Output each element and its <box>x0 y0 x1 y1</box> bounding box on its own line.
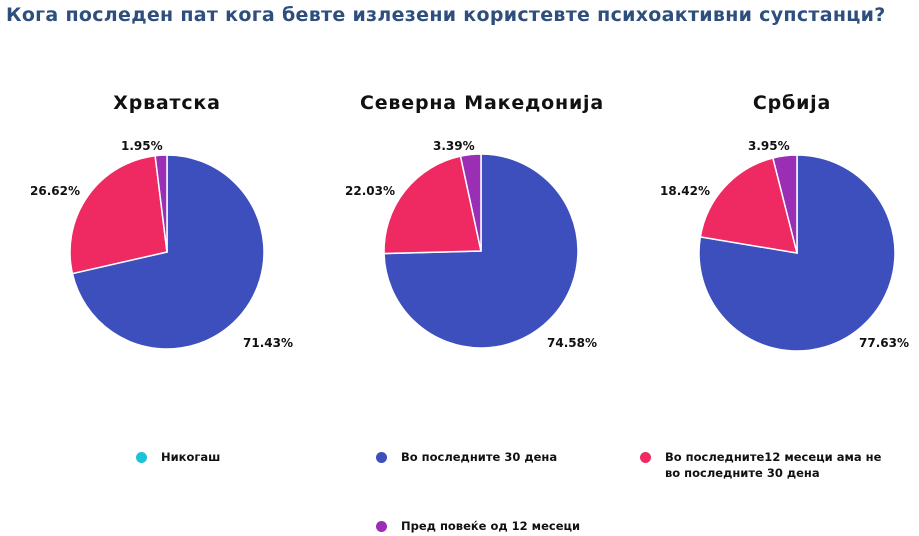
legend-label-last-30-days: Во последните 30 дена <box>401 450 558 464</box>
pie-title-croatia: Хрватска <box>113 92 221 114</box>
pie-slice-croatia-last-30-days <box>71 154 265 350</box>
legend-item-never: Никогаш <box>136 449 220 465</box>
data-label-north-macedonia-last-12-months: 22.03% <box>345 184 395 198</box>
data-label-serbia-last-12-months: 18.42% <box>660 184 710 198</box>
pie-slice-serbia-last-12-months <box>699 157 799 254</box>
legend-label-over-12-months: Пред повеќе од 12 месеци <box>401 519 581 533</box>
legend-swatch-never <box>136 452 147 463</box>
pie-title-north-macedonia: Северна Македонија <box>360 92 604 114</box>
pie-slice-serbia-last-30-days <box>698 154 896 352</box>
pie-slice-serbia-over-12-months <box>772 154 798 254</box>
pie-slice-north-macedonia-over-12-months <box>459 153 482 252</box>
pie-title-serbia: Србија <box>752 92 832 114</box>
legend-item-over-12-months: Пред повеќе од 12 месеци <box>376 518 580 534</box>
legend-swatch-last-12-months <box>640 452 651 463</box>
chart-title: Кога последен пат кога бевте излезени ко… <box>6 4 886 26</box>
legend-label-never: Никогаш <box>161 450 221 464</box>
legend-swatch-over-12-months <box>376 521 387 532</box>
pie-slice-croatia-over-12-months <box>154 154 168 253</box>
legend-label-last-12-months: Во последните12 месеци ама не во последн… <box>665 450 882 480</box>
legend-item-last-30-days: Во последните 30 дена <box>376 449 557 465</box>
legend-swatch-last-30-days <box>376 452 387 463</box>
data-label-north-macedonia-over-12-months: 3.39% <box>433 139 475 153</box>
data-label-serbia-last-30-days: 77.63% <box>859 336 909 350</box>
data-label-croatia-last-30-days: 71.43% <box>243 336 293 350</box>
data-label-croatia-over-12-months: 1.95% <box>121 139 163 153</box>
pie-slice-north-macedonia-last-12-months <box>383 155 482 255</box>
legend-item-last-12-months: Во последните12 месеци ама не во последн… <box>640 449 895 481</box>
pie-slice-croatia-last-12-months <box>69 154 168 275</box>
data-label-croatia-last-12-months: 26.62% <box>30 184 80 198</box>
data-label-north-macedonia-last-30-days: 74.58% <box>547 336 597 350</box>
data-label-serbia-over-12-months: 3.95% <box>748 139 790 153</box>
